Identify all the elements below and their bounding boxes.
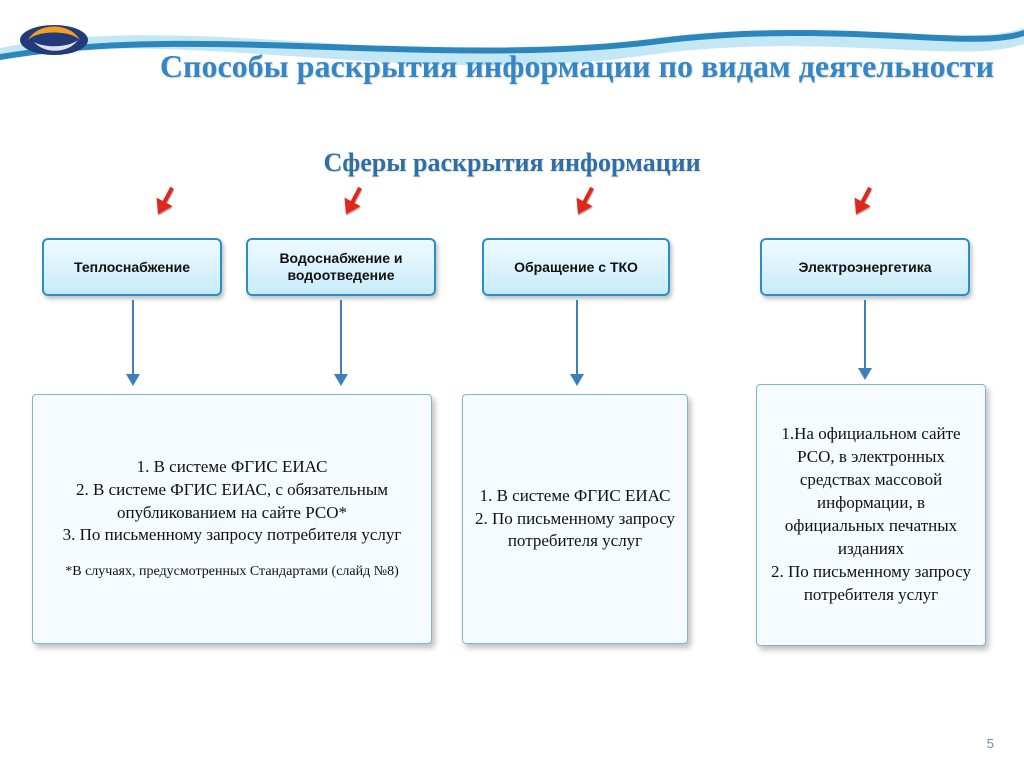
flow-arrow-icon — [332, 300, 350, 386]
logo-icon — [14, 14, 100, 60]
content-line: 2. По письменному запросу потребителя ус… — [473, 508, 677, 554]
content-line: 2. В системе ФГИС ЕИАС, с обязательным о… — [43, 479, 421, 525]
page-subtitle: Сферы раскрытия информации — [0, 148, 1024, 178]
content-line: 1. В системе ФГИС ЕИАС — [473, 485, 677, 508]
content-footnote: *В случаях, предусмотренных Стандартами … — [43, 563, 421, 582]
category-label: Электроэнергетика — [798, 259, 931, 276]
content-box: 1. В системе ФГИС ЕИАС2. В системе ФГИС … — [32, 394, 432, 644]
red-arrow-icon — [336, 184, 370, 218]
red-arrow-icon — [148, 184, 182, 218]
content-line: 1. В системе ФГИС ЕИАС — [43, 456, 421, 479]
page-number: 5 — [987, 736, 994, 751]
content-line: 3. По письменному запросу потребителя ус… — [43, 524, 421, 547]
category-label: Теплоснабжение — [74, 259, 190, 276]
content-line: 2. По письменному запросу потребителя ус… — [767, 561, 975, 607]
category-label: Обращение с ТКО — [514, 259, 638, 276]
category-box: Электроэнергетика — [760, 238, 970, 296]
category-box: Водоснабжение и водоотведение — [246, 238, 436, 296]
category-box: Теплоснабжение — [42, 238, 222, 296]
red-arrow-icon — [846, 184, 880, 218]
category-box: Обращение с ТКО — [482, 238, 670, 296]
page-title: Способы раскрытия информации по видам де… — [120, 48, 994, 85]
content-box: 1. В системе ФГИС ЕИАС2. По письменному … — [462, 394, 688, 644]
flow-arrow-icon — [856, 300, 874, 380]
content-line: 1.На официальном сайте РСО, в электронны… — [767, 423, 975, 561]
flow-arrow-icon — [568, 300, 586, 386]
flow-arrow-icon — [124, 300, 142, 386]
category-label: Водоснабжение и водоотведение — [254, 250, 428, 284]
content-box: 1.На официальном сайте РСО, в электронны… — [756, 384, 986, 646]
red-arrow-icon — [568, 184, 602, 218]
